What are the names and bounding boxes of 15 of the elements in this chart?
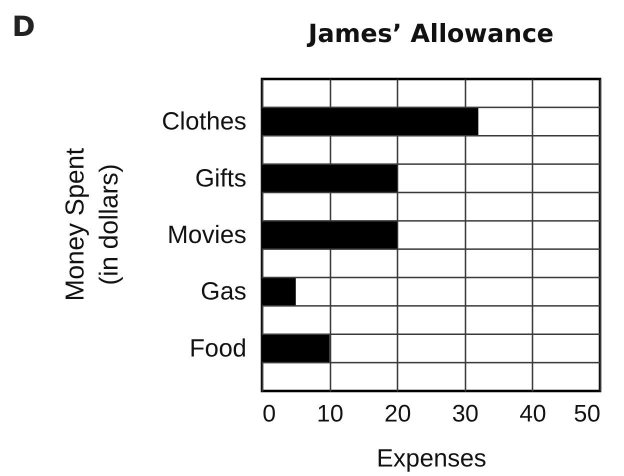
x-tick-label: 40 (520, 400, 546, 428)
x-tick-label: 20 (384, 400, 412, 428)
chart-title: James’ Allowance (306, 19, 554, 48)
y-tick-label: Gas (200, 278, 246, 306)
x-tick-label: 50 (574, 400, 600, 428)
x-axis-title: Expenses (376, 444, 486, 472)
x-tick-label: 30 (452, 400, 479, 428)
text: D (12, 10, 36, 43)
y-tick-label: Food (190, 334, 246, 362)
y-axis-title: Money Spent (in dollars) (60, 147, 124, 302)
y-tick-label: Clothes (162, 108, 246, 136)
y-tick-label: Movies (167, 221, 246, 249)
x-tick-label: 0 (262, 400, 276, 428)
x-tick-label: 10 (316, 400, 344, 428)
y-tick-label: Gifts (195, 164, 246, 192)
